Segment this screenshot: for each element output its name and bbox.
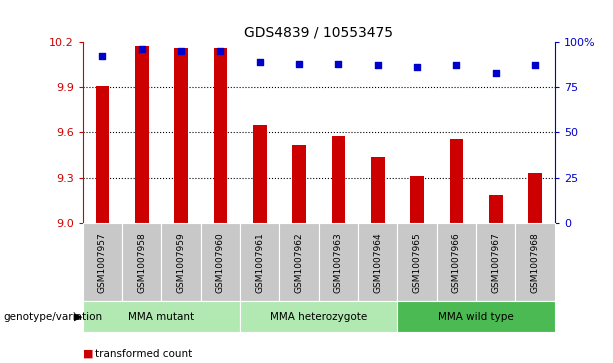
- Bar: [96, 86, 109, 223]
- Text: GSM1007968: GSM1007968: [531, 232, 539, 293]
- Point: [137, 46, 147, 52]
- Point: [373, 62, 383, 68]
- Text: MMA wild type: MMA wild type: [438, 312, 514, 322]
- Text: GSM1007960: GSM1007960: [216, 232, 225, 293]
- Bar: [528, 174, 542, 223]
- Text: GSM1007966: GSM1007966: [452, 232, 461, 293]
- Title: GDS4839 / 10553475: GDS4839 / 10553475: [244, 25, 394, 39]
- Text: ▶: ▶: [74, 312, 82, 322]
- Text: GSM1007967: GSM1007967: [491, 232, 500, 293]
- Text: transformed count: transformed count: [95, 349, 192, 359]
- Bar: [213, 48, 227, 223]
- Text: GSM1007962: GSM1007962: [295, 232, 303, 293]
- Point: [294, 61, 304, 66]
- Text: MMA heterozygote: MMA heterozygote: [270, 312, 367, 322]
- Text: GSM1007965: GSM1007965: [413, 232, 422, 293]
- Point: [452, 62, 462, 68]
- Bar: [410, 176, 424, 223]
- Point: [255, 59, 265, 65]
- Text: MMA mutant: MMA mutant: [128, 312, 194, 322]
- Text: ■: ■: [83, 349, 93, 359]
- Bar: [174, 48, 188, 223]
- Text: GSM1007963: GSM1007963: [334, 232, 343, 293]
- Text: GSM1007961: GSM1007961: [255, 232, 264, 293]
- Text: GSM1007964: GSM1007964: [373, 232, 383, 293]
- Bar: [449, 139, 463, 223]
- Bar: [371, 157, 384, 223]
- Bar: [489, 195, 503, 223]
- Point: [216, 48, 226, 54]
- Point: [491, 70, 501, 76]
- Point: [530, 62, 540, 68]
- Point: [97, 53, 107, 59]
- Text: GSM1007958: GSM1007958: [137, 232, 147, 293]
- Bar: [135, 46, 148, 223]
- Point: [412, 64, 422, 70]
- Text: GSM1007957: GSM1007957: [98, 232, 107, 293]
- Bar: [332, 135, 345, 223]
- Point: [333, 61, 343, 66]
- Bar: [292, 144, 306, 223]
- Text: genotype/variation: genotype/variation: [3, 312, 102, 322]
- Bar: [253, 125, 267, 223]
- Text: GSM1007959: GSM1007959: [177, 232, 186, 293]
- Point: [176, 48, 186, 54]
